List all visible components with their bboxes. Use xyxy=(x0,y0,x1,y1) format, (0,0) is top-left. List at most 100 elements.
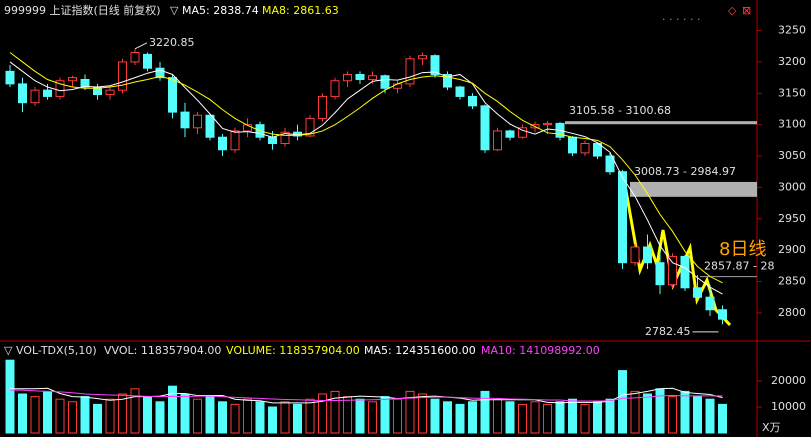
candle-body xyxy=(118,61,127,91)
candle-body xyxy=(580,142,590,154)
volume-bar xyxy=(180,393,190,434)
volume-indicator: ▽ VOL-TDX(5,10) xyxy=(4,344,97,357)
volume-bar xyxy=(293,403,302,434)
candle-body xyxy=(393,83,402,89)
volume-bar xyxy=(243,398,252,434)
volume-bar xyxy=(368,401,377,434)
volume-bar xyxy=(393,398,402,434)
high-label: 3220.85 xyxy=(149,36,195,49)
candle-body xyxy=(43,89,52,97)
candle-body xyxy=(693,287,702,298)
candle-body xyxy=(143,53,152,69)
candle-body xyxy=(130,52,140,63)
y-tick-label: 3200 xyxy=(778,55,806,68)
volume-bar xyxy=(568,398,577,434)
candle-body xyxy=(380,75,390,89)
y-tick-label: 3000 xyxy=(778,180,806,193)
volume-bar xyxy=(105,398,115,434)
volume-unit: X万 xyxy=(762,421,781,434)
volume-bar xyxy=(443,401,452,434)
candle-body xyxy=(30,89,40,104)
volume-bar xyxy=(630,390,640,434)
candle-body xyxy=(168,77,177,113)
candle-body xyxy=(468,95,477,107)
volume-bar xyxy=(705,398,715,434)
volume-bar xyxy=(680,390,690,434)
volume-bar xyxy=(555,401,565,434)
volume-bar xyxy=(68,401,77,434)
volume-bar xyxy=(668,396,677,434)
y-tick-label: 3050 xyxy=(778,149,806,162)
candle-body xyxy=(218,136,227,151)
volume-bar xyxy=(518,403,527,434)
candle-body xyxy=(405,58,415,85)
volume-label: VOLUME: 118357904.00 xyxy=(226,344,360,357)
volume-bar xyxy=(155,401,165,434)
candle-body xyxy=(80,78,90,88)
ma5-line xyxy=(9,61,723,295)
volume-bar xyxy=(643,393,652,434)
candle-body xyxy=(518,127,527,138)
candle-body xyxy=(505,130,515,138)
candle-body xyxy=(568,136,577,154)
candle-body xyxy=(680,255,690,289)
candle-body xyxy=(105,89,115,96)
volume-bar xyxy=(230,403,240,434)
volume-bar xyxy=(18,393,27,434)
vma10-line xyxy=(10,389,723,402)
volume-bar xyxy=(330,390,340,434)
volume-bar xyxy=(343,396,352,434)
candle-body xyxy=(305,117,315,137)
high-pointer xyxy=(134,42,148,50)
volume-bar xyxy=(280,401,290,434)
icon-box[interactable]: ⊠ xyxy=(742,4,751,17)
ma8-label: MA8: 2861.63 xyxy=(262,4,339,17)
y-tick-label: 2850 xyxy=(778,275,806,288)
volume-bar xyxy=(580,403,590,434)
volume-bar xyxy=(93,403,102,434)
volume-bar xyxy=(218,401,227,434)
y-tick-label: 3150 xyxy=(778,86,806,99)
candle-body xyxy=(268,136,277,144)
volume-bar xyxy=(118,393,127,434)
candle-body xyxy=(205,114,215,138)
candle-body xyxy=(655,262,665,286)
candle-body xyxy=(155,67,165,79)
volume-bar xyxy=(318,393,327,434)
volume-bar xyxy=(5,359,15,434)
candle-body xyxy=(480,105,490,151)
volume-bar xyxy=(430,398,440,434)
volume-bar xyxy=(380,396,390,434)
level-band xyxy=(565,121,757,125)
candle-body xyxy=(355,73,365,80)
volume-bar xyxy=(593,401,602,434)
y-tick-label: 3250 xyxy=(778,24,806,37)
marker: ▽ xyxy=(170,4,179,17)
candle-body xyxy=(418,55,427,60)
annotation: 8日线 xyxy=(719,239,766,260)
candle-body xyxy=(668,255,677,286)
level-label: 3105.58 - 3100.68 xyxy=(569,104,671,117)
volume-bar xyxy=(205,396,215,434)
icon-diamond[interactable]: ◇ xyxy=(728,4,737,17)
candle-body xyxy=(318,95,327,119)
candle-body xyxy=(55,80,65,97)
volume-bar xyxy=(143,396,152,434)
v-tick-label: 10000 xyxy=(771,400,806,413)
ma8-line xyxy=(9,52,723,284)
volume-bar xyxy=(168,385,177,434)
vma5-line xyxy=(10,387,723,404)
volume-bar xyxy=(468,401,477,434)
candle-body xyxy=(280,131,290,144)
vma10-label: MA10: 141098992.00 xyxy=(481,344,600,357)
candle-body xyxy=(493,130,502,151)
candle-body xyxy=(605,155,615,173)
volume-bar xyxy=(55,398,65,434)
candle-body xyxy=(630,246,640,264)
ma5-label: MA5: 2838.74 xyxy=(182,4,259,17)
toolbar-dots[interactable]: · · · · · · xyxy=(662,13,700,26)
volume-bar xyxy=(530,401,540,434)
candle-body xyxy=(18,83,27,104)
volume-bar xyxy=(543,403,552,434)
volume-bar xyxy=(255,401,265,434)
